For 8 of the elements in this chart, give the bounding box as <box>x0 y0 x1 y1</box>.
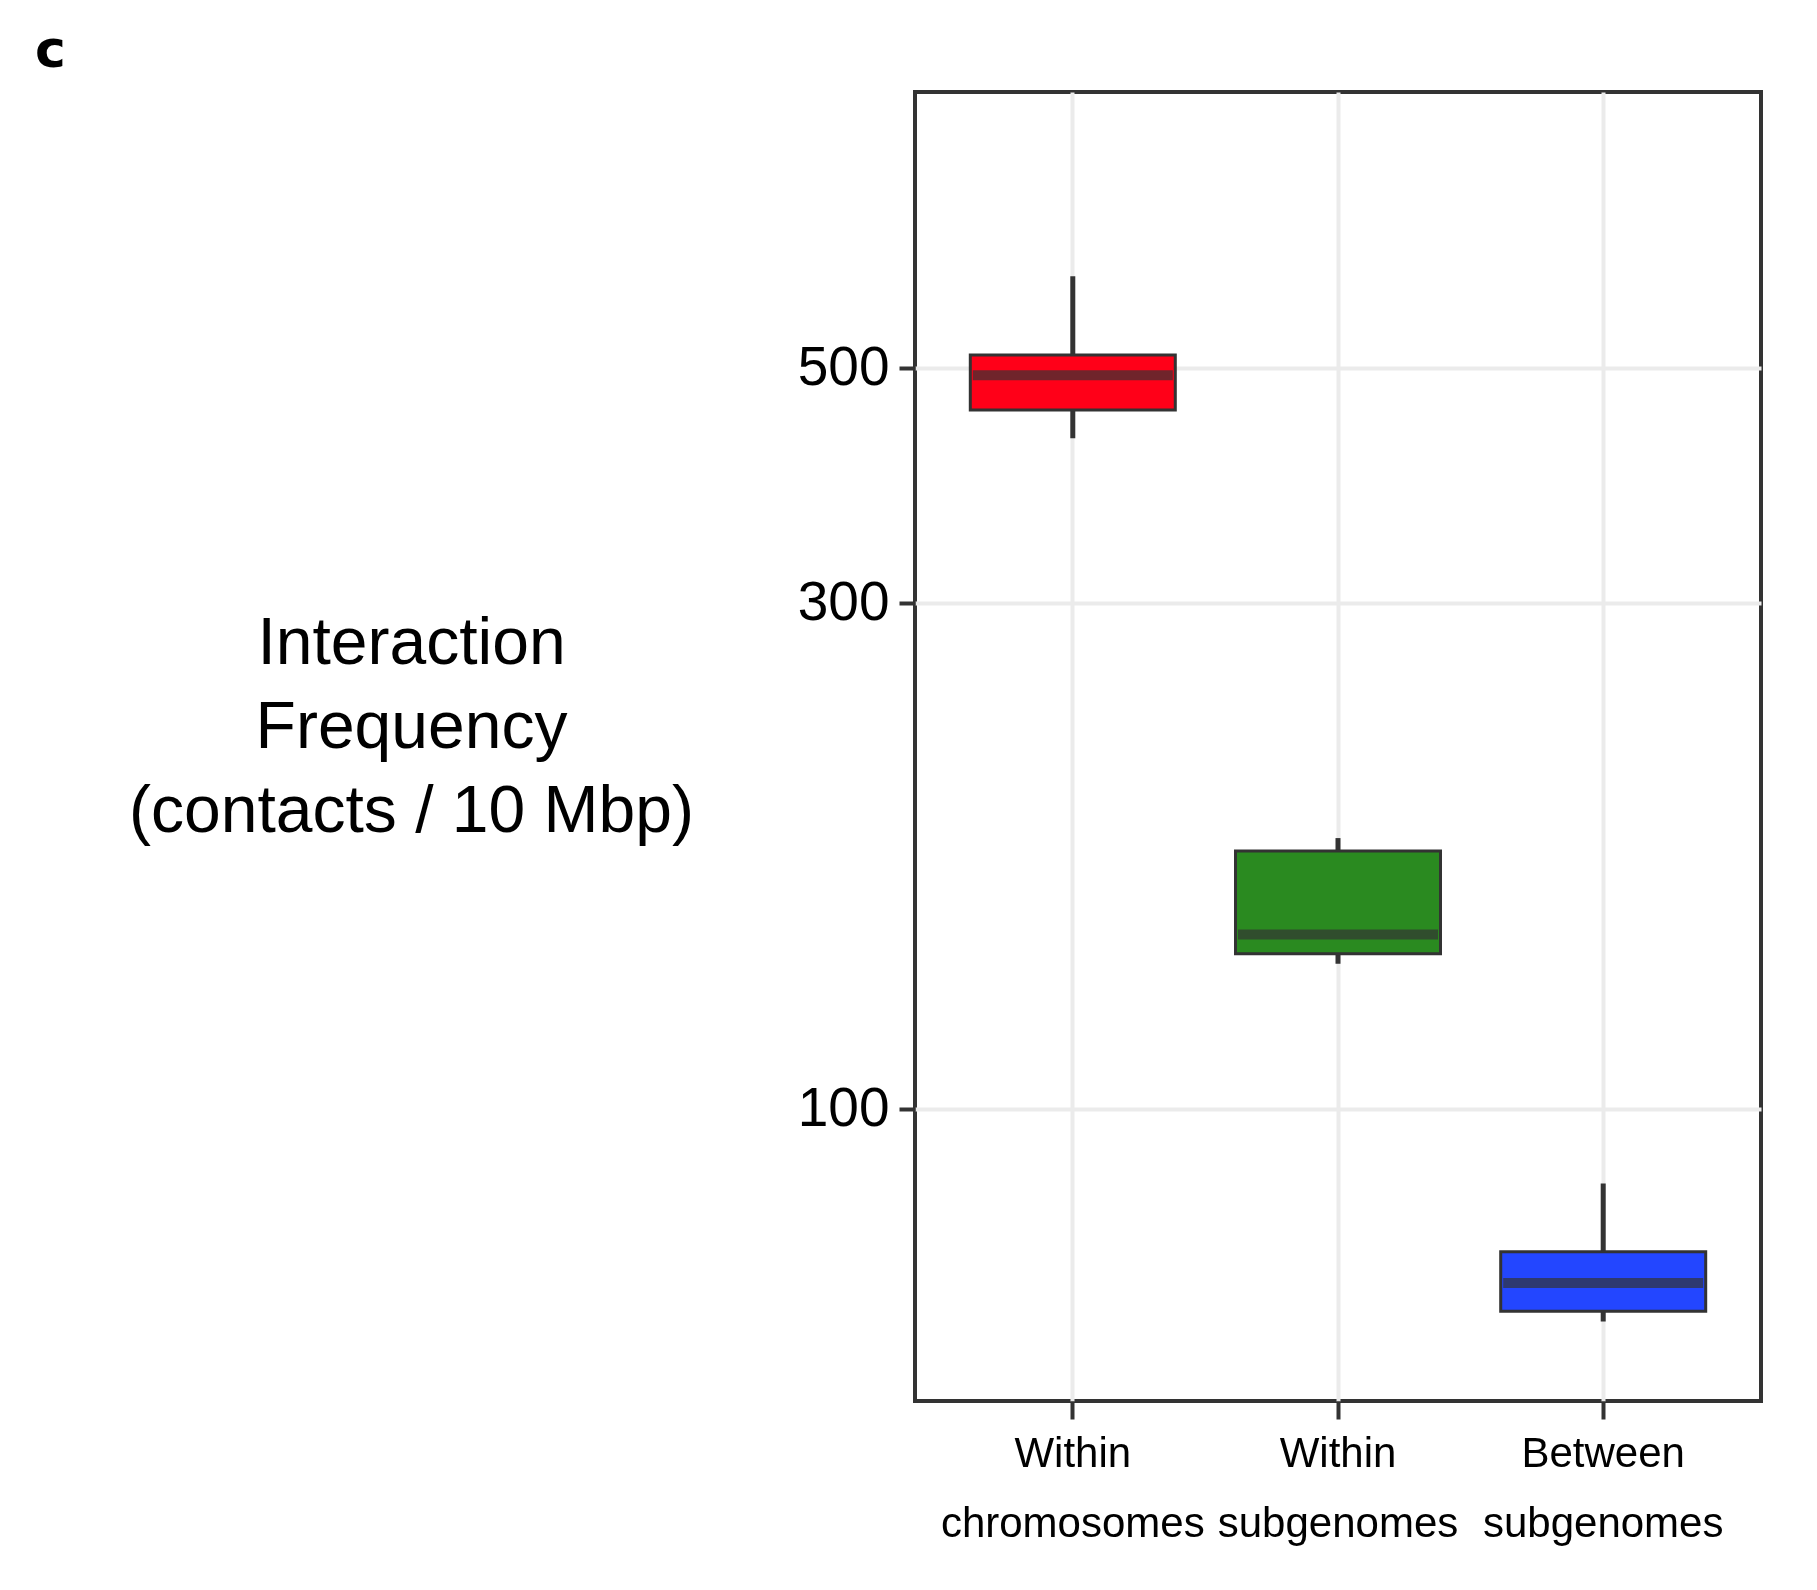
y-axis-title: Interaction Frequency (contacts / 10 Mbp) <box>129 603 694 846</box>
y-tick-label: 300 <box>797 570 890 633</box>
x-tick-label: Within subgenomes <box>1217 1428 1459 1546</box>
text: c <box>35 19 66 79</box>
x-tick-label: Within chromosomes <box>940 1428 1205 1546</box>
y-tick-label: 100 <box>797 1076 890 1139</box>
x-tick-label: Between subgenomes <box>1482 1428 1724 1546</box>
y-tick-label: 500 <box>797 335 890 398</box>
